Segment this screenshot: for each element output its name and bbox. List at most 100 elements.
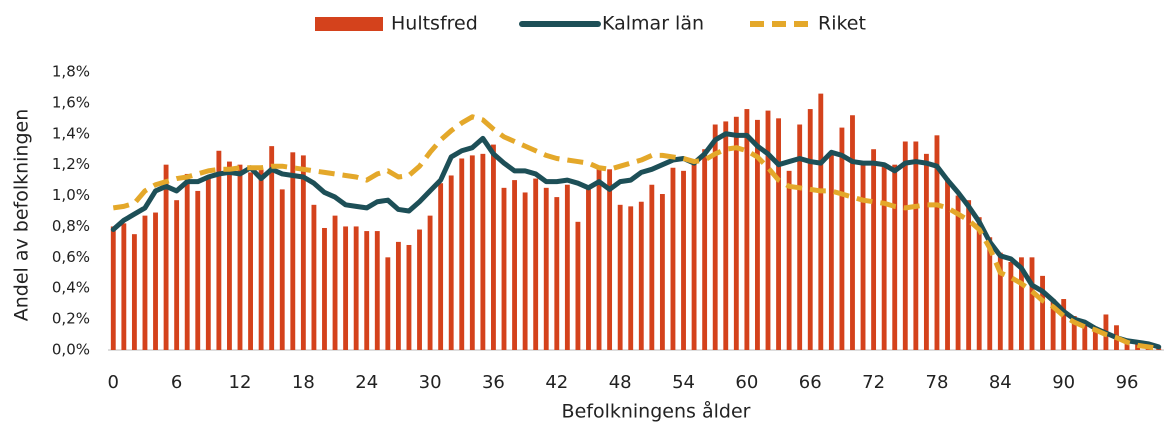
bar [385, 257, 391, 350]
bar [121, 223, 127, 350]
x-tick-label: 36 [482, 372, 505, 393]
x-tick-label: 24 [355, 372, 378, 393]
bar [131, 234, 137, 350]
bar [258, 169, 264, 350]
bar [395, 241, 401, 350]
bar [628, 206, 634, 350]
bar [659, 194, 665, 350]
bar [1019, 257, 1024, 350]
bar [649, 184, 655, 350]
bar [733, 116, 739, 351]
bar [828, 153, 834, 350]
bar [533, 178, 539, 350]
bar [681, 170, 686, 350]
bar [448, 175, 454, 350]
x-tick-label: 78 [926, 372, 949, 393]
bar [976, 217, 982, 350]
bar [839, 127, 845, 350]
x-tick-label: 6 [171, 372, 182, 393]
x-tick-label: 48 [609, 372, 632, 393]
bar [1029, 257, 1035, 350]
bar [427, 215, 433, 350]
bar [892, 164, 898, 350]
bar [997, 252, 1003, 350]
bar [1040, 275, 1045, 350]
bar [797, 124, 803, 350]
bar [153, 212, 158, 350]
bar [755, 119, 760, 350]
bar [290, 152, 296, 350]
x-tick-label: 30 [419, 372, 442, 393]
x-tick-label: 42 [545, 372, 568, 393]
legend-label: Hultsfred [391, 13, 478, 35]
bar [216, 150, 222, 350]
bar [1050, 299, 1056, 350]
bar [1008, 261, 1014, 350]
legend-label: Riket [818, 13, 866, 35]
bar [501, 187, 507, 350]
bar [417, 229, 422, 350]
bar [184, 173, 190, 350]
bar [913, 141, 919, 350]
x-tick-label: 66 [799, 372, 822, 393]
bar [205, 177, 211, 350]
x-tick-label: 96 [1116, 372, 1139, 393]
bar [554, 197, 560, 350]
x-tick-label: 90 [1052, 372, 1075, 393]
bar [881, 163, 887, 350]
bar [174, 200, 180, 350]
bar [1082, 322, 1088, 350]
y-tick-label: 0,4% [52, 279, 90, 297]
bar [860, 163, 866, 350]
bar [237, 164, 243, 350]
bar [850, 115, 855, 350]
y-tick-label: 0,8% [52, 217, 90, 235]
bar [744, 109, 750, 350]
bar [491, 144, 496, 350]
y-tick-label: 0,0% [52, 341, 90, 359]
x-tick-label: 54 [672, 372, 695, 393]
bar [311, 204, 317, 350]
y-tick-label: 1,0% [52, 186, 90, 204]
bar [195, 190, 201, 350]
bar [374, 231, 380, 350]
bar [522, 192, 528, 350]
bar [776, 118, 781, 350]
bar [1092, 326, 1098, 350]
bar [248, 172, 253, 350]
x-tick-label: 0 [108, 372, 119, 393]
bar [987, 237, 993, 350]
x-tick-label: 72 [862, 372, 885, 393]
bar [702, 149, 708, 350]
x-tick-label: 18 [292, 372, 315, 393]
bar [459, 158, 465, 350]
legend-label: Kalmar län [602, 13, 704, 35]
legend-swatch [315, 17, 383, 31]
bar [807, 109, 813, 350]
y-tick-label: 0,6% [52, 248, 90, 266]
bar [269, 146, 275, 350]
bar [723, 121, 729, 350]
bar [364, 231, 370, 350]
bar [438, 183, 444, 350]
y-tick-label: 1,2% [52, 155, 90, 173]
bar [575, 221, 581, 350]
bar [110, 226, 116, 350]
bar [586, 189, 591, 350]
bar [617, 204, 623, 350]
bar [670, 167, 676, 350]
bar [142, 215, 148, 350]
bar [1071, 316, 1077, 350]
bar [786, 170, 792, 350]
bar [712, 124, 718, 350]
x-axis-label: Befolkningens ålder [562, 400, 751, 423]
x-tick-label: 60 [735, 372, 758, 393]
bar [691, 163, 697, 350]
bar [543, 187, 549, 350]
y-tick-label: 1,4% [52, 124, 90, 142]
x-tick-label: 12 [229, 372, 252, 393]
y-tick-label: 1,8% [52, 63, 90, 81]
bar [945, 178, 950, 350]
bar [480, 153, 486, 350]
